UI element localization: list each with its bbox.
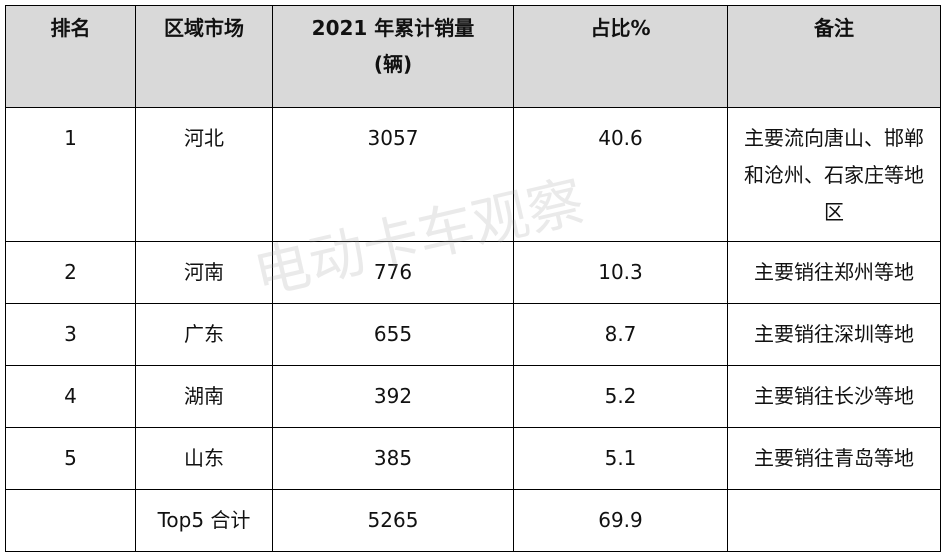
cell: 385 bbox=[272, 427, 514, 490]
cell: 8.7 bbox=[513, 303, 728, 366]
row: 4 湖南 392 5.2 主要销往长沙等地 bbox=[5, 365, 941, 428]
row: 3 广东 655 8.7 主要销往深圳等地 bbox=[5, 303, 941, 366]
cell: 主要销往长沙等地 bbox=[727, 365, 941, 428]
header-cell: 2021 年累计销量 (辆) bbox=[272, 5, 514, 108]
cell: 5265 bbox=[272, 489, 514, 552]
row: 5 山东 385 5.1 主要销往青岛等地 bbox=[5, 427, 941, 490]
cell: 河南 bbox=[135, 241, 273, 304]
cell: 5.2 bbox=[513, 365, 728, 428]
cell: 主要销往青岛等地 bbox=[727, 427, 941, 490]
cell: 1 bbox=[5, 107, 136, 242]
cell: 主要销往深圳等地 bbox=[727, 303, 941, 366]
cell: 河北 bbox=[135, 107, 273, 242]
cell: 3057 bbox=[272, 107, 514, 242]
cell: 5 bbox=[5, 427, 136, 490]
cell: 主要流向唐山、邯郸和沧州、石家庄等地区 bbox=[727, 107, 941, 242]
sales-table: 排名 区域市场 2021 年累计销量 (辆) 占比% 备注 1 河北 3057 40.… bbox=[5, 5, 941, 552]
cell: 10.3 bbox=[513, 241, 728, 304]
header-cell: 排名 bbox=[5, 5, 136, 108]
cell: 776 bbox=[272, 241, 514, 304]
cell: 2 bbox=[5, 241, 136, 304]
cell: 392 bbox=[272, 365, 514, 428]
cell: 655 bbox=[272, 303, 514, 366]
cell: 湖南 bbox=[135, 365, 273, 428]
cell: Top5 合计 bbox=[135, 489, 273, 552]
total-row: Top5 合计 5265 69.9 bbox=[5, 489, 941, 552]
row: 2 河南 776 10.3 主要销往郑州等地 bbox=[5, 241, 941, 304]
header-cell: 区域市场 bbox=[135, 5, 273, 108]
row: 1 河北 3057 40.6 主要流向唐山、邯郸和沧州、石家庄等地区 bbox=[5, 107, 941, 242]
cell: 3 bbox=[5, 303, 136, 366]
cell: 主要销往郑州等地 bbox=[727, 241, 941, 304]
cell: 69.9 bbox=[513, 489, 728, 552]
cell: 广东 bbox=[135, 303, 273, 366]
cell bbox=[5, 489, 136, 552]
cell: 4 bbox=[5, 365, 136, 428]
header-row: 排名 区域市场 2021 年累计销量 (辆) 占比% 备注 bbox=[5, 5, 941, 108]
cell: 山东 bbox=[135, 427, 273, 490]
cell: 40.6 bbox=[513, 107, 728, 242]
table-body: 1 河北 3057 40.6 主要流向唐山、邯郸和沧州、石家庄等地区 2 河南 776 10.3… bbox=[5, 107, 941, 552]
cell bbox=[727, 489, 941, 552]
header-cell: 占比% bbox=[513, 5, 728, 108]
cell: 5.1 bbox=[513, 427, 728, 490]
header-cell: 备注 bbox=[727, 5, 941, 108]
